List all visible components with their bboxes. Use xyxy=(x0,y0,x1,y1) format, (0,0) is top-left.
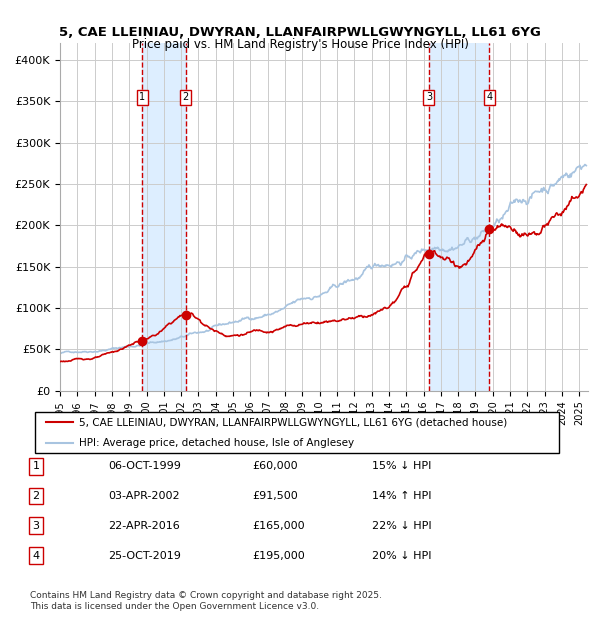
Bar xyxy=(142,43,185,391)
Text: £60,000: £60,000 xyxy=(252,461,298,471)
Text: 4: 4 xyxy=(32,551,40,560)
Text: 25-OCT-2019: 25-OCT-2019 xyxy=(108,551,181,560)
Text: 06-OCT-1999: 06-OCT-1999 xyxy=(108,461,181,471)
Text: 5, CAE LLEINIAU, DWYRAN, LLANFAIRPWLLGWYNGYLL, LL61 6YG (detached house): 5, CAE LLEINIAU, DWYRAN, LLANFAIRPWLLGWY… xyxy=(79,417,507,427)
Text: £195,000: £195,000 xyxy=(252,551,305,560)
Text: 22% ↓ HPI: 22% ↓ HPI xyxy=(372,521,431,531)
Text: 20% ↓ HPI: 20% ↓ HPI xyxy=(372,551,431,560)
FancyBboxPatch shape xyxy=(35,412,559,453)
Text: 22-APR-2016: 22-APR-2016 xyxy=(108,521,180,531)
Text: 2: 2 xyxy=(32,491,40,501)
Text: 5, CAE LLEINIAU, DWYRAN, LLANFAIRPWLLGWYNGYLL, LL61 6YG: 5, CAE LLEINIAU, DWYRAN, LLANFAIRPWLLGWY… xyxy=(59,26,541,39)
Bar xyxy=(429,43,490,391)
Text: HPI: Average price, detached house, Isle of Anglesey: HPI: Average price, detached house, Isle… xyxy=(79,438,354,448)
Text: Price paid vs. HM Land Registry's House Price Index (HPI): Price paid vs. HM Land Registry's House … xyxy=(131,38,469,51)
Text: 3: 3 xyxy=(426,92,432,102)
Text: £165,000: £165,000 xyxy=(252,521,305,531)
Text: 14% ↑ HPI: 14% ↑ HPI xyxy=(372,491,431,501)
Text: 1: 1 xyxy=(139,92,145,102)
Text: Contains HM Land Registry data © Crown copyright and database right 2025.
This d: Contains HM Land Registry data © Crown c… xyxy=(30,591,382,611)
Text: 3: 3 xyxy=(32,521,40,531)
Text: £91,500: £91,500 xyxy=(252,491,298,501)
Text: 4: 4 xyxy=(487,92,493,102)
Text: 2: 2 xyxy=(182,92,188,102)
Text: 03-APR-2002: 03-APR-2002 xyxy=(108,491,179,501)
Text: 15% ↓ HPI: 15% ↓ HPI xyxy=(372,461,431,471)
Text: 1: 1 xyxy=(32,461,40,471)
